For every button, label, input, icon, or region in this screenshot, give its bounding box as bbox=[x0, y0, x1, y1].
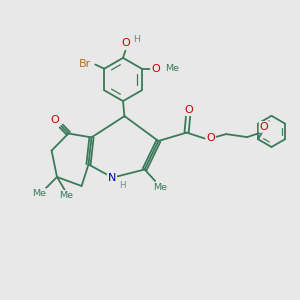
Text: Me: Me bbox=[32, 189, 46, 198]
Text: Me: Me bbox=[165, 64, 179, 73]
Text: H: H bbox=[119, 182, 125, 190]
Text: O: O bbox=[184, 105, 193, 115]
Text: O: O bbox=[151, 64, 160, 74]
Text: N: N bbox=[108, 172, 116, 183]
Text: Br: Br bbox=[79, 58, 91, 69]
Text: O: O bbox=[121, 38, 130, 48]
Text: O: O bbox=[260, 122, 268, 132]
Text: O: O bbox=[206, 133, 215, 143]
Text: Me: Me bbox=[153, 183, 167, 192]
Text: H: H bbox=[133, 35, 140, 44]
Text: O: O bbox=[50, 115, 59, 125]
Text: Me: Me bbox=[60, 191, 74, 200]
